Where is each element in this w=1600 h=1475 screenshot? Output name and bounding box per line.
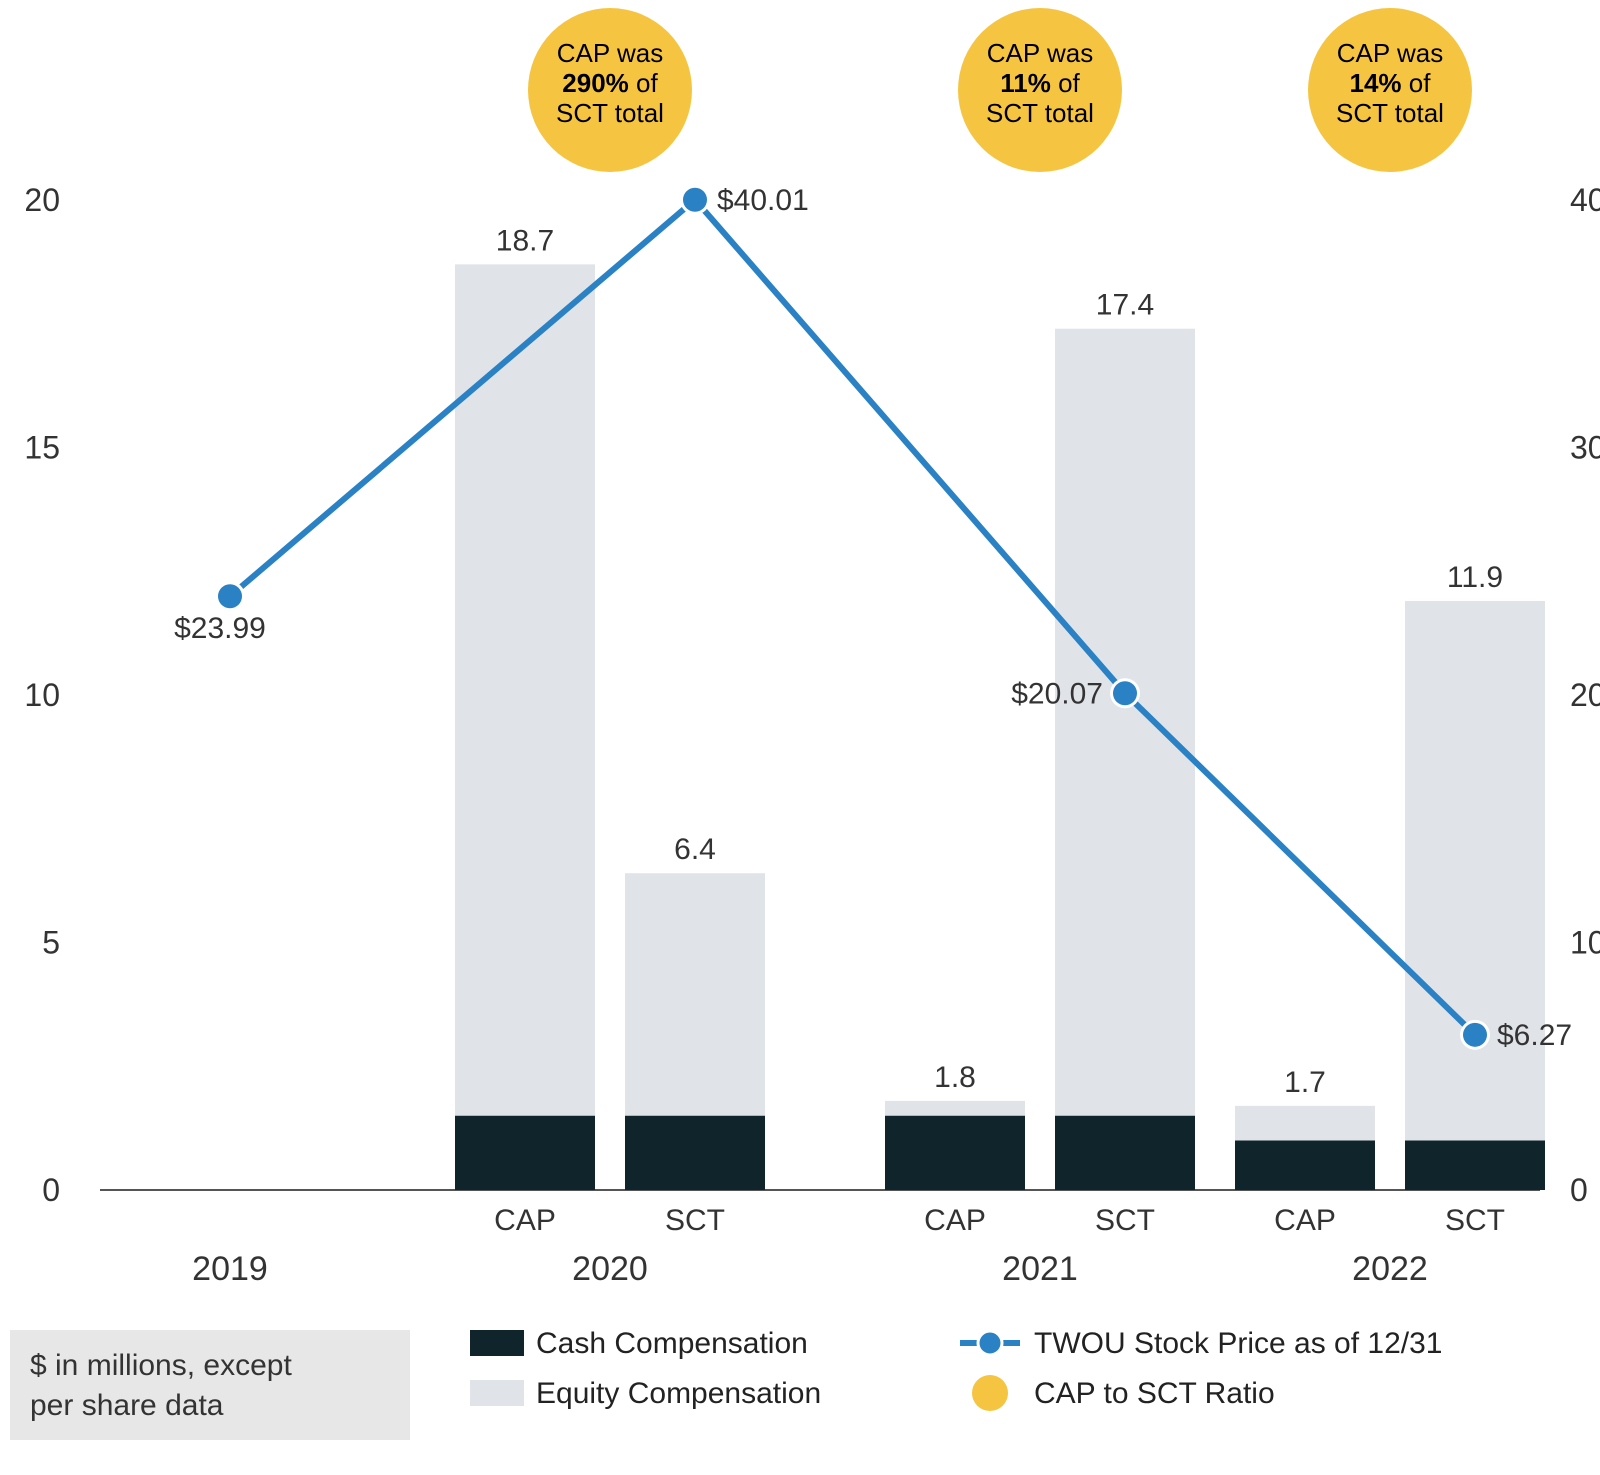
year-label: 2021 xyxy=(1002,1250,1078,1288)
bar-sub-label: CAP xyxy=(1274,1204,1336,1237)
footnote-line1: $ in millions, except xyxy=(30,1349,292,1382)
bar-cash xyxy=(455,1116,595,1190)
y-right-tick: 10 xyxy=(1570,925,1600,961)
ratio-badge-text: CAP was14% ofSCT total xyxy=(1336,38,1444,128)
chart-svg: 0 5 10 15 20 0 10 20 30 40 2019 18.7 CAP 6.4 SCT 2020 CA… xyxy=(0,0,1600,1475)
y-right-tick: 40 xyxy=(1570,182,1600,218)
compensation-chart: 0 5 10 15 20 0 10 20 30 40 2019 18.7 CAP 6.4 SCT 2020 CA… xyxy=(0,0,1600,1475)
bar-value-label: 6.4 xyxy=(674,833,716,866)
bar-equity xyxy=(885,1101,1025,1116)
bar-cash xyxy=(625,1116,765,1190)
bar-value-label: 1.7 xyxy=(1284,1066,1326,1099)
y-left-tick: 5 xyxy=(42,925,60,961)
y-left-tick: 0 xyxy=(42,1172,60,1208)
year-label: 2022 xyxy=(1352,1250,1428,1288)
bar-sub-label: CAP xyxy=(924,1204,986,1237)
year-label: 2020 xyxy=(572,1250,648,1288)
bar-equity xyxy=(625,873,765,1116)
legend-label-equity: Equity Compensation xyxy=(536,1377,821,1410)
bar-cash xyxy=(1235,1141,1375,1191)
price-label: $20.07 xyxy=(1011,677,1103,710)
footnote-box xyxy=(10,1330,410,1440)
price-label: $40.01 xyxy=(717,184,809,217)
ratio-badge-text: CAP was11% ofSCT total xyxy=(986,38,1094,128)
y-left-tick: 10 xyxy=(24,677,60,713)
price-label: $6.27 xyxy=(1497,1019,1572,1052)
y-right-tick: 20 xyxy=(1570,677,1600,713)
legend-line-marker xyxy=(978,1331,1002,1355)
bar-equity xyxy=(1235,1106,1375,1141)
price-marker xyxy=(218,584,242,608)
bar-sub-label: SCT xyxy=(1445,1204,1505,1237)
price-label: $23.99 xyxy=(174,612,266,645)
bar-value-label: 17.4 xyxy=(1096,289,1154,322)
y-right-tick: 0 xyxy=(1570,1172,1588,1208)
ratio-badge-text: CAP was290% ofSCT total xyxy=(556,38,664,128)
legend-label-cash: Cash Compensation xyxy=(536,1327,808,1360)
price-marker xyxy=(1463,1023,1487,1047)
bar-sub-label: SCT xyxy=(665,1204,725,1237)
bar-cash xyxy=(885,1116,1025,1190)
price-marker xyxy=(1113,681,1137,705)
bar-value-label: 11.9 xyxy=(1447,561,1503,594)
bar-value-label: 1.8 xyxy=(934,1061,976,1094)
bar-sub-label: SCT xyxy=(1095,1204,1155,1237)
y-right-tick: 30 xyxy=(1570,430,1600,466)
bar-cash xyxy=(1405,1141,1545,1191)
bar-sub-label: CAP xyxy=(494,1204,556,1237)
bar-cash xyxy=(1055,1116,1195,1190)
bar-equity xyxy=(455,264,595,1115)
legend-label-line: TWOU Stock Price as of 12/31 xyxy=(1034,1327,1442,1360)
bar-equity xyxy=(1405,601,1545,1141)
legend-label-badge: CAP to SCT Ratio xyxy=(1034,1377,1275,1410)
footnote-line2: per share data xyxy=(30,1389,224,1422)
y-left-tick: 20 xyxy=(24,182,60,218)
legend-swatch-cash xyxy=(470,1330,524,1356)
legend-badge-icon xyxy=(972,1375,1008,1411)
y-left-tick: 15 xyxy=(24,430,60,466)
bar-value-label: 18.7 xyxy=(496,224,554,257)
price-marker xyxy=(683,188,707,212)
bar-equity xyxy=(1055,329,1195,1116)
year-label: 2019 xyxy=(192,1250,268,1288)
legend-swatch-equity xyxy=(470,1380,524,1406)
